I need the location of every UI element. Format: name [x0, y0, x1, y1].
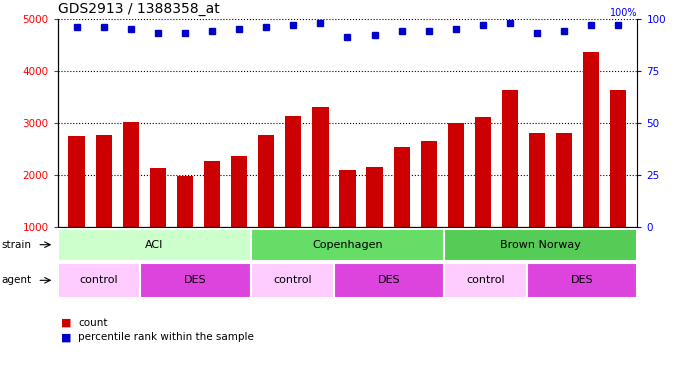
Text: ■: ■ — [61, 333, 71, 342]
Text: count: count — [78, 318, 108, 327]
Bar — [583, 52, 599, 279]
Text: control: control — [466, 275, 505, 285]
Text: DES: DES — [378, 275, 400, 285]
Bar — [340, 170, 355, 279]
Bar — [502, 90, 518, 279]
Bar — [556, 133, 572, 279]
Bar — [313, 106, 329, 279]
Bar — [475, 117, 491, 279]
Bar — [251, 262, 334, 298]
Bar — [527, 262, 637, 298]
Text: GDS2913 / 1388358_at: GDS2913 / 1388358_at — [58, 2, 220, 16]
Bar — [258, 135, 275, 279]
Bar — [285, 116, 302, 279]
Bar — [251, 229, 444, 261]
Text: control: control — [80, 275, 119, 285]
Text: ACI: ACI — [145, 240, 163, 250]
Bar — [366, 167, 382, 279]
Text: DES: DES — [571, 275, 593, 285]
Text: Copenhagen: Copenhagen — [312, 240, 383, 250]
Bar — [444, 262, 527, 298]
Text: ■: ■ — [61, 318, 71, 327]
Text: control: control — [273, 275, 312, 285]
Bar — [150, 168, 166, 279]
Bar — [58, 262, 140, 298]
Bar — [447, 123, 464, 279]
Text: strain: strain — [1, 240, 31, 250]
Bar — [529, 133, 545, 279]
Bar — [58, 229, 251, 261]
Text: 100%: 100% — [610, 8, 637, 18]
Text: agent: agent — [1, 275, 31, 285]
Bar — [231, 156, 247, 279]
Bar — [420, 141, 437, 279]
Bar — [393, 147, 410, 279]
Bar — [204, 161, 220, 279]
Bar — [334, 262, 444, 298]
Bar — [444, 229, 637, 261]
Text: DES: DES — [184, 275, 207, 285]
Text: percentile rank within the sample: percentile rank within the sample — [78, 333, 254, 342]
Bar — [177, 176, 193, 279]
Text: Brown Norway: Brown Norway — [500, 240, 581, 250]
Bar — [140, 262, 251, 298]
Bar — [123, 122, 139, 279]
Bar — [610, 90, 626, 279]
Bar — [68, 136, 85, 279]
Bar — [96, 135, 112, 279]
